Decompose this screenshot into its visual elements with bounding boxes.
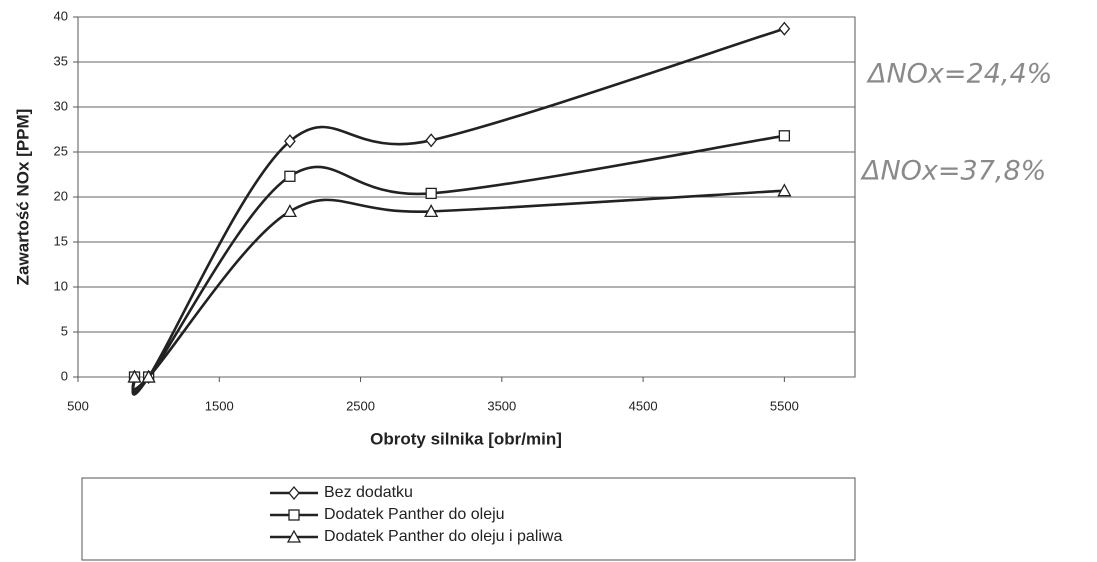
y-tick-label: 0 [61,368,68,383]
x-tick-label: 500 [67,398,89,413]
legend-label: Bez dodatku [324,484,413,501]
legend-marker [286,529,302,543]
x-tick-label: 4500 [629,398,658,413]
data-point [425,133,438,148]
series-line [131,134,785,394]
data-point [282,204,298,218]
x-tick-label: 3500 [487,398,516,413]
y-tick-label: 10 [54,278,68,293]
data-point [141,369,156,383]
data-point [778,21,791,36]
data-point [284,170,296,182]
x-tick-label: 2500 [346,398,375,413]
annotation: ΔNOx=24,4% [866,59,1052,90]
legend-label: Dodatek Panther do oleju i paliwa [324,528,562,545]
y-tick-label: 20 [54,188,68,203]
legend-marker [288,509,300,521]
x-tick-label: 5500 [770,398,799,413]
y-tick-label: 30 [54,98,68,113]
y-tick-label: 40 [54,8,68,23]
data-point [425,187,437,200]
series-line [131,27,785,396]
y-tick-label: 25 [54,143,68,158]
y-axis-label: Zawartość NOx [PPM] [13,109,32,286]
legend-box [81,477,856,561]
y-tick-label: 15 [54,233,68,248]
data-point [424,204,439,218]
data-point [777,183,792,197]
data-point [778,130,791,142]
series-line [131,189,785,391]
y-tick-label: 35 [54,53,68,68]
legend-marker [288,485,300,501]
annotation: ΔNOx=37,8% [860,156,1046,187]
x-tick-label: 1500 [205,398,234,413]
data-point [284,134,296,149]
y-tick-label: 5 [61,323,68,338]
legend-label: Dodatek Panther do oleju [324,506,505,523]
data-point [127,369,142,383]
x-axis-label: Obroty silnika [obr/min] [370,429,562,448]
